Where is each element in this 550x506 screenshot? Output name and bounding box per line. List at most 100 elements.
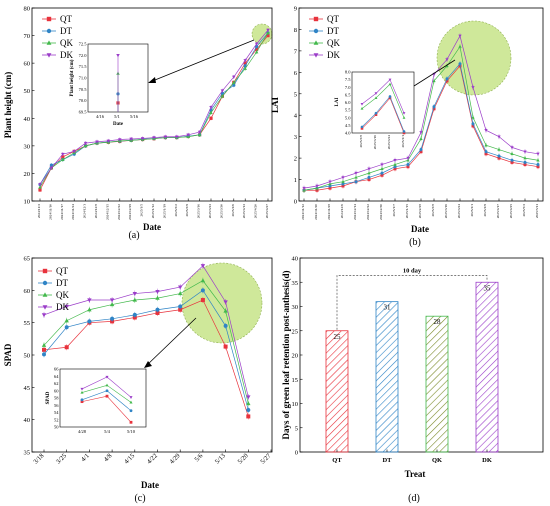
b-point-DK [406, 156, 410, 160]
a-inset-pointer-arrowhead [148, 77, 156, 83]
c-xtick-label: 5/13 [214, 452, 227, 465]
a-point-DK [220, 89, 225, 93]
a-point-DK [266, 28, 270, 32]
a-ylabel: Plant height (cm) [3, 72, 13, 139]
a-xtick-label: 2024/12/8 [94, 204, 98, 218]
d-ytick-label: 30 [292, 304, 299, 311]
a-point-QK [232, 80, 236, 84]
d-ylabel: Days of green leaf retention post-anthes… [281, 271, 291, 440]
a-xtick-label: 2024/11/17 [60, 204, 64, 220]
d-bar-QK [425, 315, 449, 453]
d-ytick-label: 15 [292, 377, 299, 384]
b-inset-point-DK [360, 102, 364, 106]
c-ytick-label: 40 [24, 417, 31, 424]
c-point-DK [64, 304, 69, 309]
b-point-DT [367, 175, 371, 179]
d-bar-DT [375, 301, 399, 453]
b-point-DK [510, 146, 514, 150]
a-point-DK [152, 136, 156, 140]
b-xtick-label: 2025/3/8 [431, 204, 435, 217]
c-point-DT [155, 307, 160, 312]
c-series-line-QT [43, 299, 249, 417]
b-point-DK [380, 163, 384, 167]
c-series-line-QK [43, 280, 249, 404]
b-xtick-label: 2024/12/30 [379, 204, 383, 220]
a-inset-point-DK [116, 54, 120, 58]
b-xtick-label: 2025/4/9 [483, 204, 487, 217]
a-legend-marker-DK [46, 53, 52, 58]
c-inset-point-QK [105, 383, 109, 387]
b-xtick-label: 2025/4/17 [496, 204, 500, 218]
a-xtick-label: 2024/11/24 [71, 204, 75, 220]
panel-label-b: (b) [409, 237, 421, 248]
c-point-DT [42, 352, 46, 357]
a-point-DK [254, 42, 259, 46]
a-point-QK [83, 143, 88, 148]
c-inset-xtick-label: 5/4 [104, 429, 111, 434]
a-inset-xlabel: Date [113, 122, 124, 127]
c-inset-pointer-arrowhead [144, 361, 152, 368]
b-legend-label-QT: QT [327, 14, 339, 24]
a-point-QK [243, 66, 247, 70]
b-xtick-label: 2024/11/28 [327, 204, 331, 220]
c-ytick-label: 35 [24, 450, 31, 457]
a-ytick-label: 50 [24, 88, 31, 95]
c-point-QK [132, 297, 137, 302]
c-point-QK [223, 308, 228, 313]
b-point-QK [445, 64, 449, 68]
a-xtick-label: 2025/4/27 [265, 204, 269, 218]
b-point-QK [523, 156, 527, 160]
a-inset-ytick-label: 70.5 [79, 87, 88, 92]
c-point-DK [41, 313, 47, 318]
c-point-DK [109, 298, 115, 303]
b-xtick-label: 2025/3/16 [444, 204, 448, 218]
b-inset-point-DT [374, 111, 378, 115]
c-point-DT [200, 288, 205, 293]
a-xtick-label: 2024/11/3 [37, 204, 41, 218]
d-xtick-label: QT [332, 457, 342, 464]
b-xtick-label: 2024/12/22 [366, 204, 370, 220]
b-ytick-label: 7 [294, 48, 298, 55]
c-point-QT [223, 344, 228, 349]
a-inset-ytick-label: 72.0 [79, 53, 88, 58]
a-point-DT [243, 64, 247, 68]
a-point-DK [118, 138, 122, 142]
b-inset-ytick-label: 6.0 [345, 100, 351, 105]
a-legend-label-DK: DK [60, 50, 73, 60]
b-legend-label-QK: QK [327, 38, 340, 48]
c-inset-xtick-label: 4/28 [78, 429, 87, 434]
c-point-QT [200, 298, 205, 303]
b-point-QK [510, 152, 514, 156]
a-point-QK [266, 30, 270, 35]
d-bar-value-label: 31 [384, 304, 392, 312]
c-inset-xtick-label: 5/10 [127, 429, 136, 434]
b-xtick-label: 2024/12/6 [340, 204, 344, 218]
d-xtick-label: DT [382, 457, 392, 464]
c-legend-label-DT: DT [56, 278, 68, 288]
a-inset-ytick-label: 69.5 [79, 110, 88, 115]
c-xlabel: Date [141, 480, 159, 490]
c-inset-point-DT [129, 409, 133, 413]
b-xtick-label: 2025/3/24 [457, 204, 461, 218]
panel-a-plant-height-chart: 10 20 30 40 50 60 70 80 2024/11/3 2024/11/10 2024/… [3, 6, 273, 232]
b-inset-line-DT [361, 95, 405, 132]
b-xtick-label: 2024/11/20 [314, 204, 318, 220]
b-inset-pointer-arrow [413, 59, 456, 87]
c-legend-marker-QK [42, 292, 48, 297]
c-legend-label-QT: QT [56, 266, 68, 276]
a-inset-pointer-arrow [149, 39, 255, 83]
a-legend-label-DT: DT [60, 26, 72, 36]
a-point-DK [72, 150, 76, 154]
b-inset-ytick-label: 7.5 [345, 77, 351, 82]
b-xtick-label: 2025/4/1 [470, 204, 474, 217]
b-point-DT [523, 160, 527, 164]
d-ytick-label: 0 [295, 450, 298, 457]
c-xtick-label: 5/6 [193, 452, 204, 463]
b-point-DK [354, 171, 358, 175]
c-ytick-label: 45 [24, 385, 31, 392]
c-inset-point-DK [80, 387, 84, 391]
a-ytick-label: 70 [24, 33, 31, 40]
b-inset-line-QT [361, 97, 405, 134]
b-inset-line-DK [361, 79, 405, 114]
